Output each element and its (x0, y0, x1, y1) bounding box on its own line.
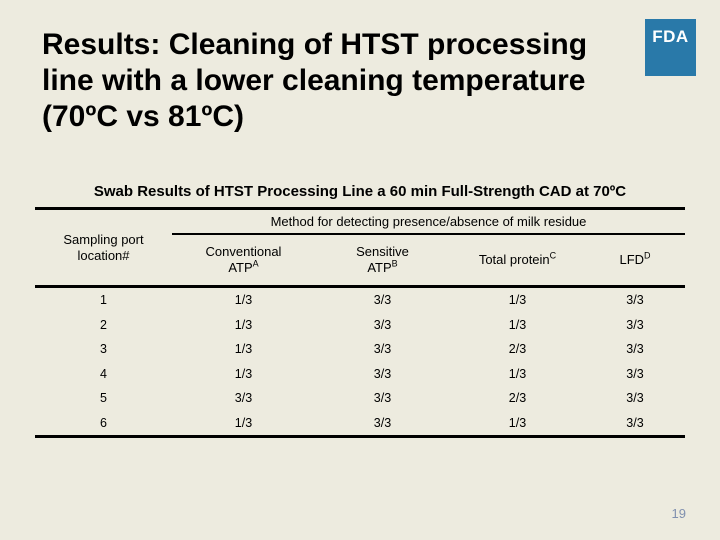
page-title: Results: Cleaning of HTST processing lin… (42, 28, 588, 133)
table-cell: 3/3 (626, 391, 644, 406)
results-table: Swab Results of HTST Processing Line a 6… (35, 183, 685, 438)
table-cell: 3/3 (373, 342, 392, 357)
table-cell: 3/3 (373, 366, 392, 381)
row-label: 5 (100, 391, 107, 406)
table-cell: 1/3 (508, 317, 527, 332)
row-label: 3 (100, 342, 107, 357)
table-cell: 1/3 (234, 415, 253, 430)
row-label: 6 (100, 415, 107, 430)
table-cell: 3/3 (373, 415, 392, 430)
table-header: Sampling port location# Method for detec… (35, 207, 685, 288)
table-cell: 1/3 (234, 342, 253, 357)
table-cell: 3/3 (373, 293, 392, 308)
table-cell: 1/3 (508, 415, 527, 430)
table-cell: 1/3 (234, 317, 253, 332)
table-cell: 1/3 (234, 366, 253, 381)
column-group-header-method: Method for detecting presence/absence of… (172, 210, 685, 235)
row-label: 2 (100, 317, 107, 332)
column-group-header-method-label: Method for detecting presence/absence of… (270, 214, 587, 229)
column-header-sampling-port: Sampling port location# (63, 231, 144, 263)
superscript-a: A (252, 258, 259, 269)
column-header-conventional-atp: Conventional ATPA (205, 244, 282, 275)
table-cell: 3/3 (626, 366, 644, 381)
row-label: 1 (100, 293, 107, 308)
table-title: Swab Results of HTST Processing Line a 6… (93, 183, 627, 200)
table-body: 1 1/3 3/3 1/3 3/3 2 1/3 3/3 1/3 3/3 3 1/… (35, 288, 685, 438)
table-cell: 3/3 (626, 415, 644, 430)
table-cell: 1/3 (508, 293, 527, 308)
table-cell: 3/3 (234, 391, 253, 406)
table-cell: 1/3 (508, 366, 527, 381)
superscript-b: B (391, 258, 398, 269)
table-cell: 1/3 (234, 293, 253, 308)
superscript-d: D (644, 250, 651, 261)
fda-logo: FDA (645, 19, 696, 76)
page-number: 19 (671, 506, 686, 521)
table-cell: 3/3 (626, 293, 644, 308)
column-header-total-protein: Total proteinC (478, 250, 557, 267)
table-cell: 2/3 (508, 391, 527, 406)
table-cell: 3/3 (373, 317, 392, 332)
table-cell: 2/3 (508, 342, 527, 357)
row-label: 4 (100, 366, 107, 381)
table-cell: 3/3 (626, 342, 644, 357)
column-header-sensitive-atp: Sensitive ATPB (356, 244, 409, 275)
column-header-lfd: LFDD (619, 250, 651, 267)
superscript-c: C (549, 250, 557, 261)
fda-logo-text: FDA (652, 27, 689, 46)
table-cell: 3/3 (373, 391, 392, 406)
table-cell: 3/3 (626, 317, 644, 332)
